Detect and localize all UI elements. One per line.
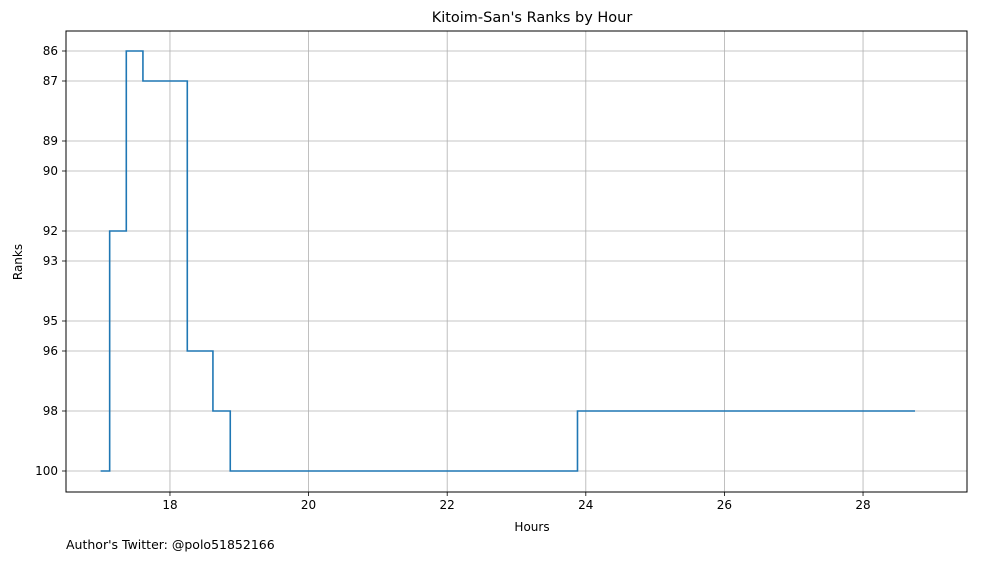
plot-frame [65,30,968,493]
grid-lines [66,31,967,492]
x-tick-label: 24 [578,498,593,512]
x-tick-label: 18 [162,498,177,512]
x-tick-label: 26 [717,498,732,512]
x-tick-label: 20 [301,498,316,512]
x-axis-label: Hours [514,520,549,534]
y-tick-label: 92 [43,224,58,238]
y-tick-label: 86 [43,44,58,58]
chart-title: Kitoim-San's Ranks by Hour [432,10,633,26]
y-tick-label: 90 [43,164,58,178]
axis-ticks: 18 20 22 24 26 28 86 87 89 90 92 93 95 96 98 100 [35,44,871,512]
y-tick-label: 89 [43,134,58,148]
x-tick-label: 28 [855,498,870,512]
y-tick-label: 87 [43,74,58,88]
x-tick-label: 22 [440,498,455,512]
y-tick-label: 98 [43,404,58,418]
y-tick-label: 95 [43,314,58,328]
y-axis-label: Ranks [11,244,25,280]
y-tick-label: 93 [43,254,58,268]
author-credit: Author's Twitter: @polo51852166 [66,537,275,552]
y-tick-label: 100 [35,464,58,478]
series-line-ranks [100,50,916,472]
y-tick-label: 96 [43,344,58,358]
